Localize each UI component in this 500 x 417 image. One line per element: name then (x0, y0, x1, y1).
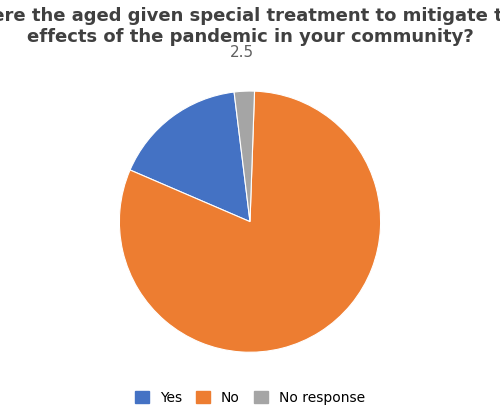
Wedge shape (130, 92, 250, 222)
Legend: Yes, No, No response: Yes, No, No response (130, 385, 370, 411)
Wedge shape (120, 91, 380, 352)
Text: 2.5: 2.5 (230, 45, 254, 60)
Wedge shape (234, 91, 254, 222)
Text: 16.6: 16.6 (180, 143, 214, 158)
Text: 81: 81 (279, 275, 298, 290)
Title: Were the aged given special treatment to mitigate the
effects of the pandemic in: Were the aged given special treatment to… (0, 7, 500, 46)
